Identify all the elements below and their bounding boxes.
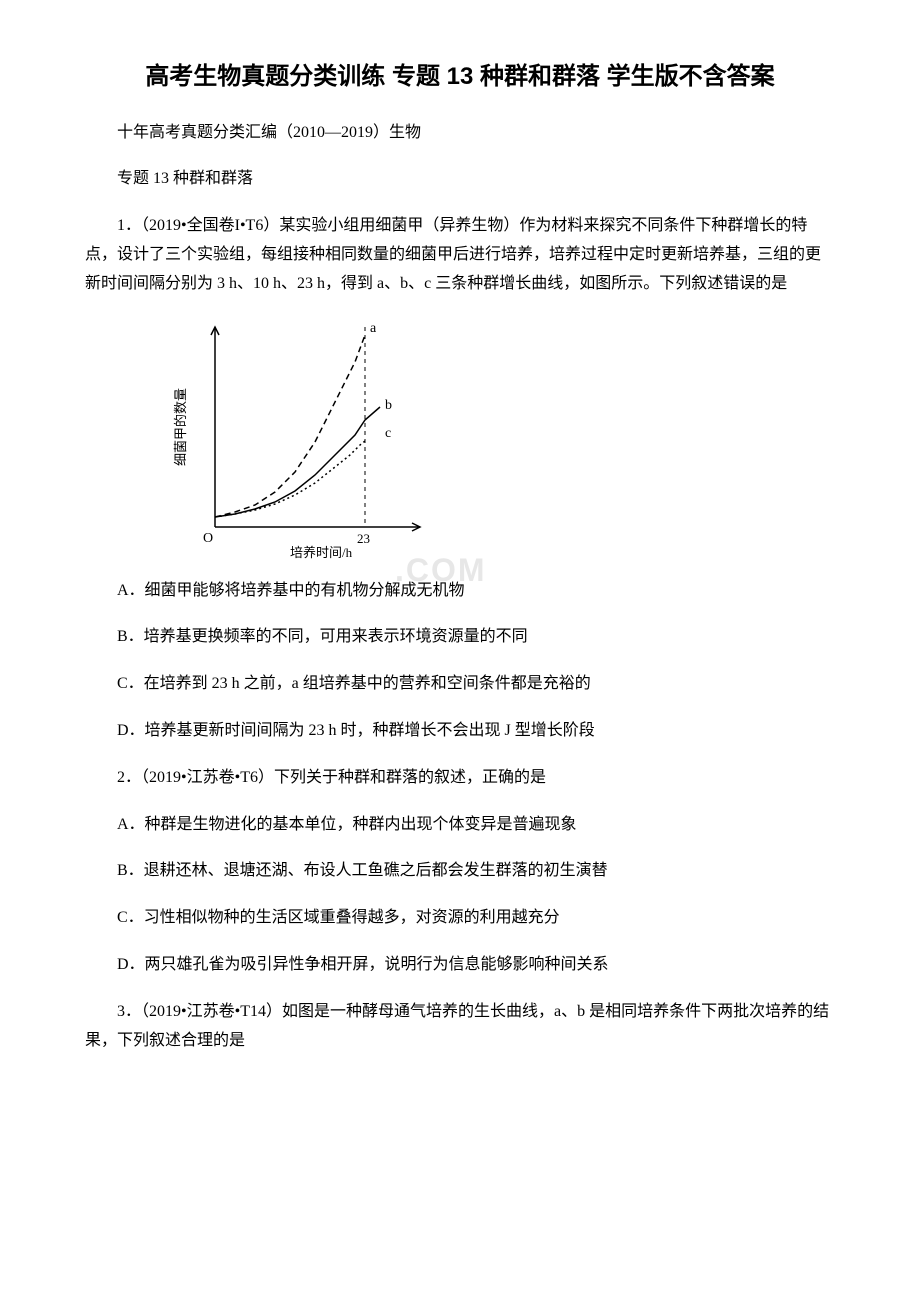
question-number: 2． <box>117 769 141 786</box>
watermark-text: .COM <box>395 552 487 589</box>
subtitle: 十年高考真题分类汇编（2010—2019）生物 <box>85 119 835 148</box>
q2-option-c: C．习性相似物种的生活区域重叠得越多，对资源的利用越充分 <box>85 904 835 933</box>
svg-text:b: b <box>385 398 392 413</box>
question-1-text: 1．（2019•全国卷I•T6）某实验小组用细菌甲（异养生物）作为材料来探究不同… <box>85 212 835 298</box>
question-number: 3． <box>117 1003 141 1020</box>
svg-text:培养时间/h: 培养时间/h <box>290 545 353 560</box>
q1-option-c: C．在培养到 23 h 之前，a 组培养基中的营养和空间条件都是充裕的 <box>85 670 835 699</box>
growth-curve-chart: O细菌甲的数量培养时间/h23abc .COM <box>165 317 835 567</box>
question-number: 1． <box>117 217 141 234</box>
section-label: 专题 13 种群和群落 <box>85 165 835 194</box>
q1-option-d: D．培养基更新时间间隔为 23 h 时，种群增长不会出现 J 型增长阶段 <box>85 717 835 746</box>
document-title: 高考生物真题分类训练 专题 13 种群和群落 学生版不含答案 <box>85 60 835 94</box>
svg-text:23: 23 <box>357 531 370 546</box>
svg-text:c: c <box>385 426 391 441</box>
question-body: （2019•江苏卷•T14）如图是一种酵母通气培养的生长曲线，a、b 是相同培养… <box>85 1003 829 1049</box>
question-2-text: 2．（2019•江苏卷•T6）下列关于种群和群落的叙述，正确的是 <box>85 764 835 793</box>
q1-option-b: B．培养基更换频率的不同，可用来表示环境资源量的不同 <box>85 623 835 652</box>
chart-svg: O 细菌甲的数量培养时间/h 23 a bc <box>165 317 430 567</box>
question-3-text: 3．（2019•江苏卷•T14）如图是一种酵母通气培养的生长曲线，a、b 是相同… <box>85 998 835 1056</box>
question-body: （2019•全国卷I•T6）某实验小组用细菌甲（异养生物）作为材料来探究不同条件… <box>85 217 821 292</box>
svg-text:O: O <box>203 531 213 546</box>
q2-option-d: D．两只雄孔雀为吸引异性争相开屏，说明行为信息能够影响种间关系 <box>85 951 835 980</box>
q2-option-b: B．退耕还林、退塘还湖、布设人工鱼礁之后都会发生群落的初生演替 <box>85 857 835 886</box>
svg-text:细菌甲的数量: 细菌甲的数量 <box>173 388 188 466</box>
svg-text:a: a <box>370 321 377 336</box>
question-body: （2019•江苏卷•T6）下列关于种群和群落的叙述，正确的是 <box>141 769 546 786</box>
q2-option-a: A．种群是生物进化的基本单位，种群内出现个体变异是普遍现象 <box>85 811 835 840</box>
